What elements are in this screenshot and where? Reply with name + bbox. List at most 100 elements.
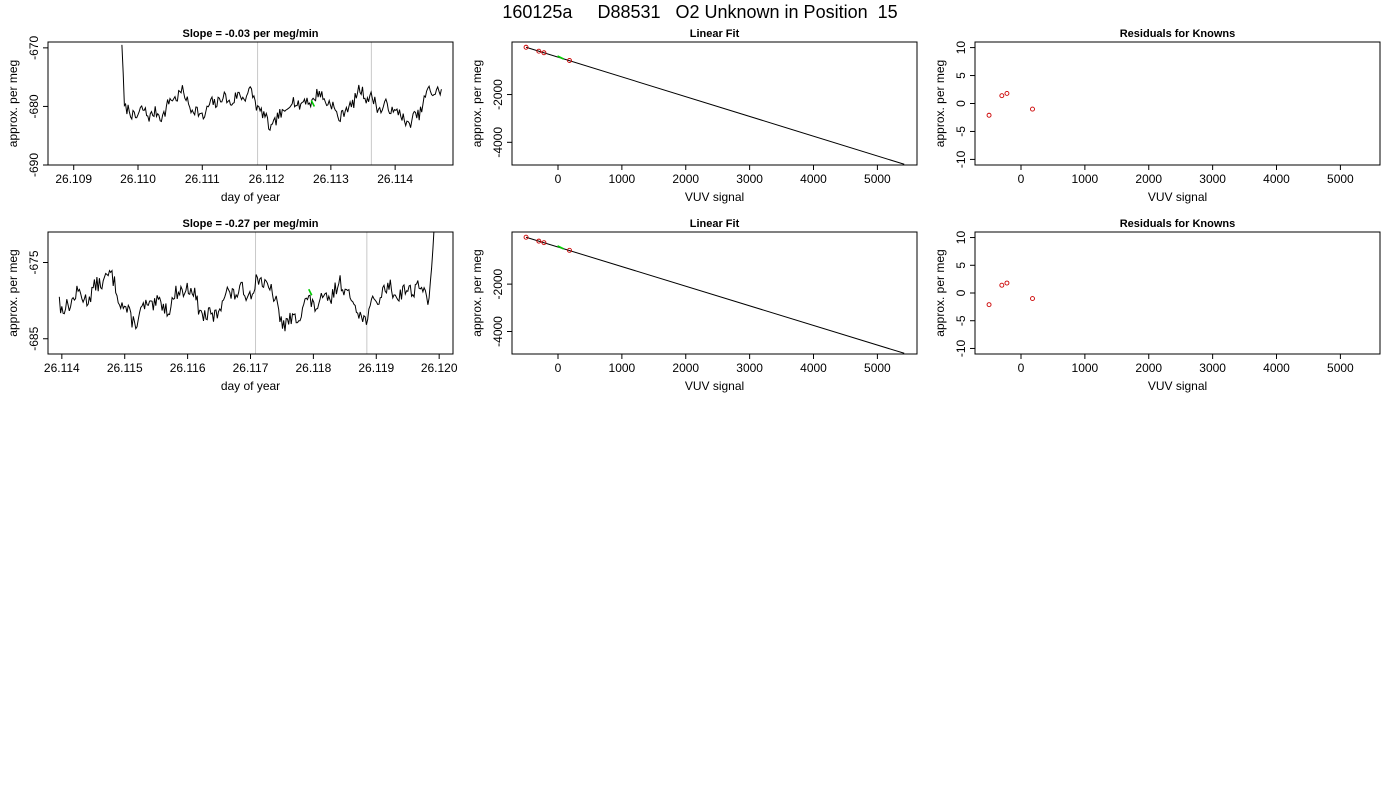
unknown-marker bbox=[310, 100, 316, 107]
x-tick-label: 26.116 bbox=[170, 361, 206, 375]
y-tick-label: -675 bbox=[27, 250, 41, 274]
chart-title: Slope = -0.03 per meg/min bbox=[182, 28, 318, 40]
plot-data-area bbox=[986, 280, 1035, 308]
plot-data-area bbox=[523, 44, 905, 165]
x-tick-label: 26.111 bbox=[185, 172, 220, 186]
known-point bbox=[536, 48, 542, 54]
x-tick-label: 26.112 bbox=[249, 172, 285, 186]
plot-data-area bbox=[523, 234, 905, 354]
x-tick-label: 4000 bbox=[800, 361, 827, 375]
x-axis-label: VUV signal bbox=[685, 190, 744, 204]
x-axis-label: day of year bbox=[221, 190, 280, 204]
residual-point bbox=[1004, 90, 1010, 96]
fit-line bbox=[525, 236, 905, 354]
plot-frame bbox=[511, 231, 918, 355]
y-tick-label: -10 bbox=[954, 339, 968, 357]
y-tick-label: -680 bbox=[27, 94, 41, 118]
x-tick-label: 4000 bbox=[1263, 361, 1290, 375]
y-tick-label: -670 bbox=[27, 36, 41, 60]
y-tick-label: -5 bbox=[954, 315, 968, 326]
chart-title: Residuals for Knowns bbox=[1120, 28, 1236, 40]
y-tick-label: -4000 bbox=[491, 316, 505, 347]
residual-point bbox=[986, 112, 992, 118]
x-tick-label: 2000 bbox=[672, 361, 699, 375]
y-axis-label: approx. per meg bbox=[6, 249, 20, 336]
plot-frame bbox=[974, 41, 1381, 166]
y-tick-label: -5 bbox=[954, 126, 968, 137]
known-point bbox=[567, 247, 572, 253]
data-trace-line bbox=[121, 44, 442, 132]
chart-panel-1: Slope = -0.03 per meg/min 26.109 26.110 26.… bbox=[6, 28, 454, 204]
x-tick-label: 26.115 bbox=[107, 361, 143, 375]
x-tick-label: 0 bbox=[1018, 361, 1025, 375]
x-tick-label: 26.114 bbox=[377, 172, 413, 186]
x-tick-label: 0 bbox=[1018, 172, 1025, 186]
x-tick-label: 2000 bbox=[1135, 361, 1162, 375]
data-trace-line bbox=[58, 232, 435, 332]
fit-line bbox=[525, 46, 905, 165]
x-tick-label: 5000 bbox=[864, 172, 891, 186]
chart-panel-4: Slope = -0.27 per meg/min 26.114 26.115 26.… bbox=[6, 218, 458, 393]
x-axis-label: VUV signal bbox=[1148, 379, 1207, 393]
y-tick-label: -2000 bbox=[491, 79, 505, 110]
y-tick-label: -690 bbox=[27, 153, 41, 177]
x-tick-label: 1000 bbox=[1072, 361, 1099, 375]
x-tick-label: 2000 bbox=[672, 172, 699, 186]
y-axis-label: approx. per meg bbox=[933, 249, 947, 336]
x-tick-label: 3000 bbox=[736, 172, 763, 186]
y-tick-label: -2000 bbox=[491, 268, 505, 299]
plot-frame bbox=[974, 231, 1381, 355]
x-tick-label: 0 bbox=[555, 172, 562, 186]
x-tick-label: 26.114 bbox=[44, 361, 80, 375]
residual-point bbox=[1004, 280, 1010, 286]
chart-title: Linear Fit bbox=[690, 28, 740, 40]
unknown-marker bbox=[308, 288, 313, 296]
plot-frame bbox=[511, 41, 918, 166]
y-tick-label: 5 bbox=[954, 262, 968, 269]
y-axis-label: approx. per meg bbox=[933, 60, 947, 147]
x-tick-label: 26.118 bbox=[295, 361, 331, 375]
x-tick-label: 3000 bbox=[1199, 361, 1226, 375]
y-axis-label: approx. per meg bbox=[6, 60, 20, 147]
known-point bbox=[523, 234, 529, 240]
known-point bbox=[567, 58, 572, 63]
residual-point bbox=[986, 302, 992, 308]
x-tick-label: 3000 bbox=[736, 361, 763, 375]
chart-panel-3: Residuals for Knowns 0 1000 2000 3000 4000 500… bbox=[933, 28, 1381, 204]
chart-panel-5: Linear Fit 0 1000 2000 3000 4000 5000 -4000 -200… bbox=[470, 218, 918, 393]
y-tick-label: -4000 bbox=[491, 127, 505, 158]
y-tick-label: 0 bbox=[954, 289, 968, 296]
x-tick-label: 5000 bbox=[1327, 361, 1354, 375]
chart-panel-6: Residuals for Knowns 0 1000 2000 3000 4000 500… bbox=[933, 218, 1381, 393]
y-tick-label: -685 bbox=[27, 326, 41, 350]
chart-title: Residuals for Knowns bbox=[1120, 218, 1236, 230]
x-tick-label: 26.113 bbox=[313, 172, 349, 186]
residual-point bbox=[999, 93, 1005, 99]
x-tick-label: 2000 bbox=[1135, 172, 1162, 186]
plot-frame bbox=[47, 41, 454, 166]
chart-panel-2: Linear Fit 0 1000 2000 3000 4000 5000 -4000 -200… bbox=[470, 28, 918, 204]
chart-title: Linear Fit bbox=[690, 218, 740, 230]
x-tick-label: 26.119 bbox=[358, 361, 394, 375]
plot-data-area bbox=[58, 232, 435, 354]
x-tick-label: 0 bbox=[555, 361, 562, 375]
residual-point bbox=[999, 282, 1005, 288]
x-tick-label: 26.120 bbox=[421, 361, 458, 375]
x-tick-label: 5000 bbox=[864, 361, 891, 375]
x-tick-label: 4000 bbox=[1263, 172, 1290, 186]
y-tick-label: 5 bbox=[954, 72, 968, 79]
x-tick-label: 26.110 bbox=[120, 172, 156, 186]
chart-title: Slope = -0.27 per meg/min bbox=[182, 218, 318, 230]
y-tick-label: -10 bbox=[954, 150, 968, 168]
x-tick-label: 1000 bbox=[1072, 172, 1099, 186]
y-tick-label: 0 bbox=[954, 100, 968, 107]
known-point bbox=[523, 44, 529, 50]
x-tick-label: 1000 bbox=[609, 361, 636, 375]
x-axis-label: VUV signal bbox=[1148, 190, 1207, 204]
y-tick-label: 10 bbox=[954, 41, 968, 55]
x-tick-label: 1000 bbox=[609, 172, 636, 186]
plot-data-area bbox=[121, 42, 442, 165]
residual-point bbox=[1030, 296, 1035, 301]
plot-data-area bbox=[986, 90, 1035, 118]
